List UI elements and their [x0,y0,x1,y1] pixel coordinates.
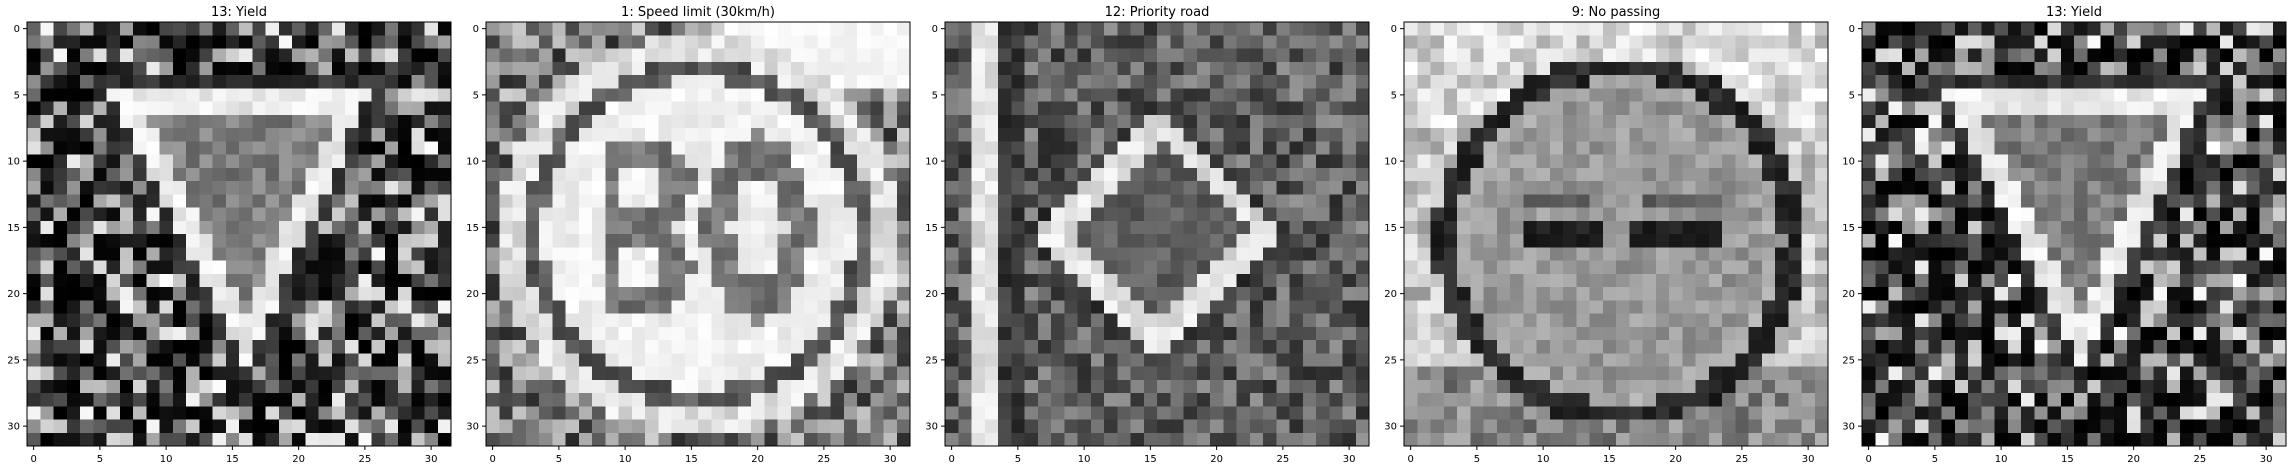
y-tick-label: 5 [1391,90,1397,101]
y-tick-label: 10 [925,157,938,168]
y-tick-label: 30 [7,422,20,433]
y-tick-label: 25 [7,355,20,366]
y-tick-label: 20 [7,289,20,300]
panel-title: 1: Speed limit (30km/h) [621,5,775,20]
image-panel-2: 1: Speed limit (30km/h) 0 0 5 5 10 10 15 15 20 20 2… [466,5,910,465]
y-tick-label: 15 [1384,223,1397,234]
x-tick-label: 25 [1277,454,1290,465]
sign-image [1862,22,2286,446]
x-tick-label: 25 [818,454,831,465]
x-tick-label: 20 [292,454,305,465]
y-tick-label: 20 [1842,289,1855,300]
x-tick-label: 30 [1343,454,1356,465]
x-tick-label: 5 [1015,454,1021,465]
y-tick-label: 30 [925,422,938,433]
image-panel-5: 13: Yield 0 0 5 5 10 10 15 15 20 20 25 25 30 30 [1842,5,2286,465]
x-tick-label: 5 [97,454,103,465]
x-tick-label: 10 [1995,454,2008,465]
x-tick-label: 30 [1802,454,1815,465]
y-tick-label: 10 [1842,157,1855,168]
y-tick-label: 10 [7,157,20,168]
x-tick-label: 25 [359,454,372,465]
x-tick-label: 30 [425,454,438,465]
x-tick-label: 0 [948,454,954,465]
y-tick-label: 30 [1842,422,1855,433]
x-tick-label: 20 [2127,454,2140,465]
x-tick-label: 10 [1537,454,1550,465]
y-tick-label: 0 [14,24,20,35]
sign-image [27,22,451,446]
y-tick-label: 5 [1849,90,1855,101]
y-tick-label: 0 [932,24,938,35]
image-panel-3: 12: Priority road 0 0 5 5 10 10 15 15 20 20 25 25 30 3… [925,5,1369,465]
y-tick-label: 15 [925,223,938,234]
y-tick-label: 10 [466,157,479,168]
x-tick-label: 0 [489,454,495,465]
x-tick-label: 0 [30,454,36,465]
y-tick-label: 20 [1384,289,1397,300]
x-tick-label: 15 [685,454,698,465]
x-tick-label: 20 [1669,454,1682,465]
x-tick-label: 15 [226,454,239,465]
x-tick-label: 30 [2260,454,2273,465]
y-tick-label: 15 [7,223,20,234]
y-tick-label: 5 [932,90,938,101]
y-tick-label: 10 [1384,157,1397,168]
y-tick-label: 0 [473,24,479,35]
y-tick-label: 0 [1849,24,1855,35]
y-tick-label: 25 [466,355,479,366]
x-tick-label: 0 [1407,454,1413,465]
y-tick-label: 5 [14,90,20,101]
sign-image [1404,22,1828,446]
x-tick-label: 10 [160,454,173,465]
panel-title: 13: Yield [211,5,267,20]
image-panel-1: 13: Yield 0 0 5 5 10 10 15 15 20 20 25 25 30 30 [7,5,451,465]
x-tick-label: 5 [556,454,562,465]
panel-title: 12: Priority road [1105,5,1210,20]
y-tick-label: 30 [1384,422,1397,433]
x-tick-label: 5 [1474,454,1480,465]
y-tick-label: 15 [466,223,479,234]
x-tick-label: 15 [2061,454,2074,465]
x-tick-label: 15 [1603,454,1616,465]
x-tick-label: 20 [1210,454,1223,465]
y-tick-label: 25 [1384,355,1397,366]
x-tick-label: 25 [2194,454,2207,465]
y-tick-label: 15 [1842,223,1855,234]
y-tick-label: 25 [1842,355,1855,366]
y-tick-label: 5 [473,90,479,101]
panel-title: 9: No passing [1572,5,1660,20]
sign-image [486,22,910,446]
y-tick-label: 20 [466,289,479,300]
x-tick-label: 10 [1078,454,1091,465]
x-tick-label: 15 [1144,454,1157,465]
x-tick-label: 20 [751,454,764,465]
x-tick-label: 5 [1932,454,1938,465]
y-tick-label: 0 [1391,24,1397,35]
y-tick-label: 30 [466,422,479,433]
x-tick-label: 25 [1736,454,1749,465]
x-tick-label: 30 [884,454,897,465]
x-tick-label: 10 [619,454,632,465]
y-tick-label: 20 [925,289,938,300]
sign-image [945,22,1369,446]
x-tick-label: 0 [1865,454,1871,465]
panel-title: 13: Yield [2046,5,2102,20]
image-panel-4: 9: No passing 0 0 5 5 10 10 15 15 20 20 25 25 30 30 [1384,5,1828,465]
y-tick-label: 25 [925,355,938,366]
